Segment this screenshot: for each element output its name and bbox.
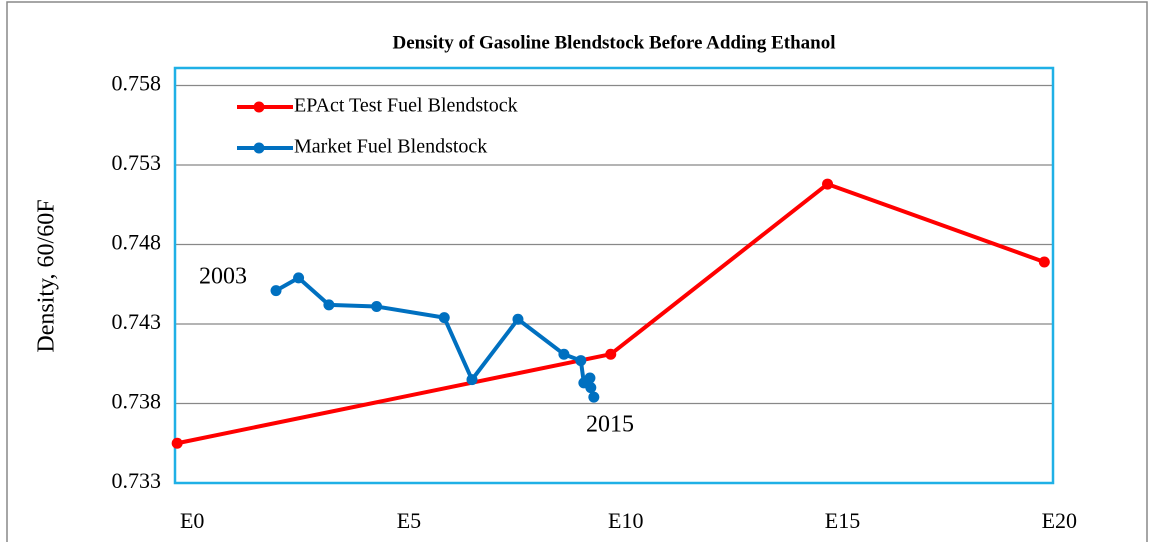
data-point: [588, 391, 600, 403]
y-tick-label: 0.743: [112, 309, 162, 334]
legend-label: Market Fuel Blendstock: [294, 136, 487, 158]
series-line: [176, 182, 1046, 446]
x-tick-label: E20: [1042, 508, 1077, 533]
x-tick-label: E5: [397, 508, 421, 533]
chart-title: Density of Gasoline Blendstock Before Ad…: [392, 32, 835, 53]
data-point: [512, 313, 524, 325]
y-tick-label: 0.748: [112, 230, 162, 255]
data-point: [1038, 256, 1050, 268]
y-axis-label: Density, 60/60F: [34, 199, 60, 352]
x-tick-label: E0: [180, 508, 204, 533]
data-point: [558, 348, 570, 360]
plot-border: [173, 66, 1055, 485]
y-tick-label: 0.733: [112, 468, 162, 493]
data-point: [822, 178, 834, 190]
y-tick-label: 0.738: [112, 389, 162, 414]
data-point: [293, 272, 305, 284]
series-line: [275, 275, 596, 398]
x-tick-label: E10: [608, 508, 643, 533]
legend-swatch-dot: [253, 101, 265, 113]
data-point: [575, 355, 587, 367]
data-point: [585, 382, 597, 394]
legend-label: EPAct Test Fuel Blendstock: [294, 95, 518, 117]
data-point: [605, 348, 617, 360]
y-tick-label: 0.758: [112, 71, 162, 96]
data-point: [438, 312, 450, 324]
data-point: [270, 285, 282, 297]
annotation: 2015: [586, 412, 634, 438]
annotation: 2003: [199, 264, 247, 290]
chart-frame: [6, 1, 1148, 542]
data-point: [371, 301, 383, 313]
x-tick-label: E15: [825, 508, 860, 533]
data-point: [323, 299, 335, 311]
data-point: [171, 437, 183, 449]
data-point: [584, 372, 596, 384]
y-tick-label: 0.753: [112, 150, 162, 175]
data-point: [466, 374, 478, 386]
legend-swatch-dot: [253, 142, 265, 154]
